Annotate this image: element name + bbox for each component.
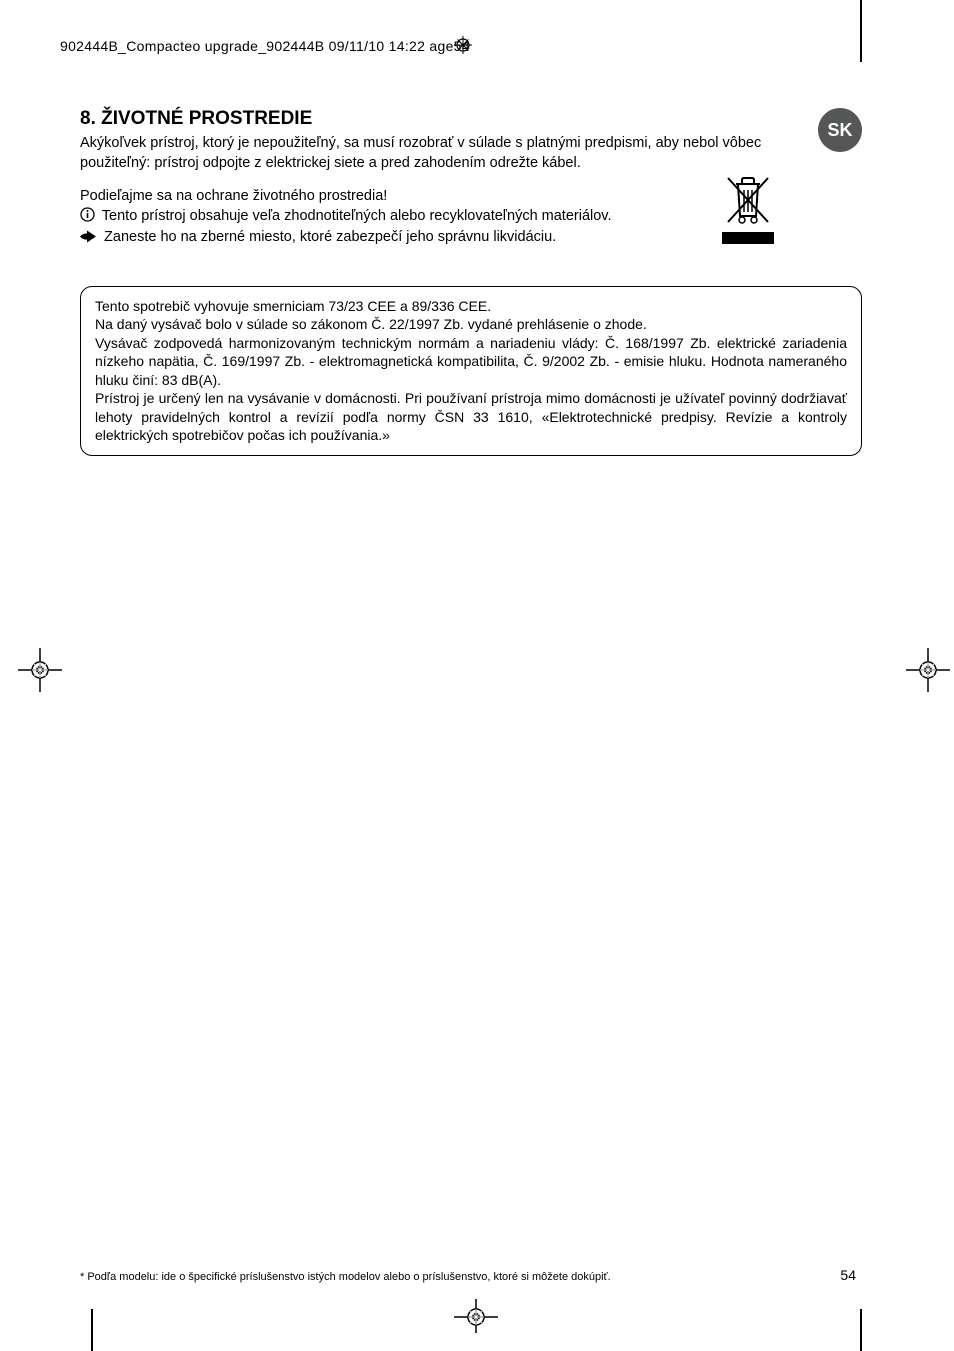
registration-icon-header — [454, 36, 472, 54]
page-number: 54 — [840, 1267, 856, 1283]
registration-mark-right — [906, 648, 950, 692]
header-slug: 902444B_Compacteo upgrade_902444B 09/11/… — [60, 38, 470, 54]
compliance-box: Tento spotrebič vyhovuje smerniciam 73/2… — [80, 286, 862, 456]
section-title: 8. ŽIVOTNÉ PROSTREDIE — [80, 108, 860, 130]
info-line-text: Tento prístroj obsahuje veľa zhodnotiteľ… — [102, 208, 612, 224]
box-p1: Tento spotrebič vyhovuje smerniciam 73/2… — [95, 297, 847, 315]
crop-mark-bottom-right — [860, 1309, 862, 1351]
box-p2: Na daný vysávač bolo v súlade so zákonom… — [95, 315, 847, 333]
weee-bar — [722, 232, 774, 244]
weee-bin-icon — [722, 172, 774, 233]
registration-mark-left — [18, 648, 62, 692]
intro-paragraph: Akýkoľvek prístroj, ktorý je nepoužiteľn… — [80, 134, 780, 173]
box-p3: Vysávač zodpovedá harmonizovaným technic… — [95, 334, 847, 389]
info-icon — [80, 207, 95, 229]
registration-mark-bottom — [454, 1299, 498, 1343]
crop-mark-top-right-v — [860, 0, 862, 62]
arrow-icon — [80, 230, 97, 250]
box-p4: Prístroj je určený len na vysávanie v do… — [95, 389, 847, 444]
arrow-line-text: Zaneste ho na zberné miesto, ktoré zabez… — [104, 229, 556, 245]
header-text: 902444B_Compacteo upgrade_902444B 09/11/… — [60, 38, 470, 54]
footnote: * Podľa modelu: ide o špecifické prísluš… — [80, 1271, 611, 1283]
crop-mark-bottom-left — [91, 1309, 93, 1351]
